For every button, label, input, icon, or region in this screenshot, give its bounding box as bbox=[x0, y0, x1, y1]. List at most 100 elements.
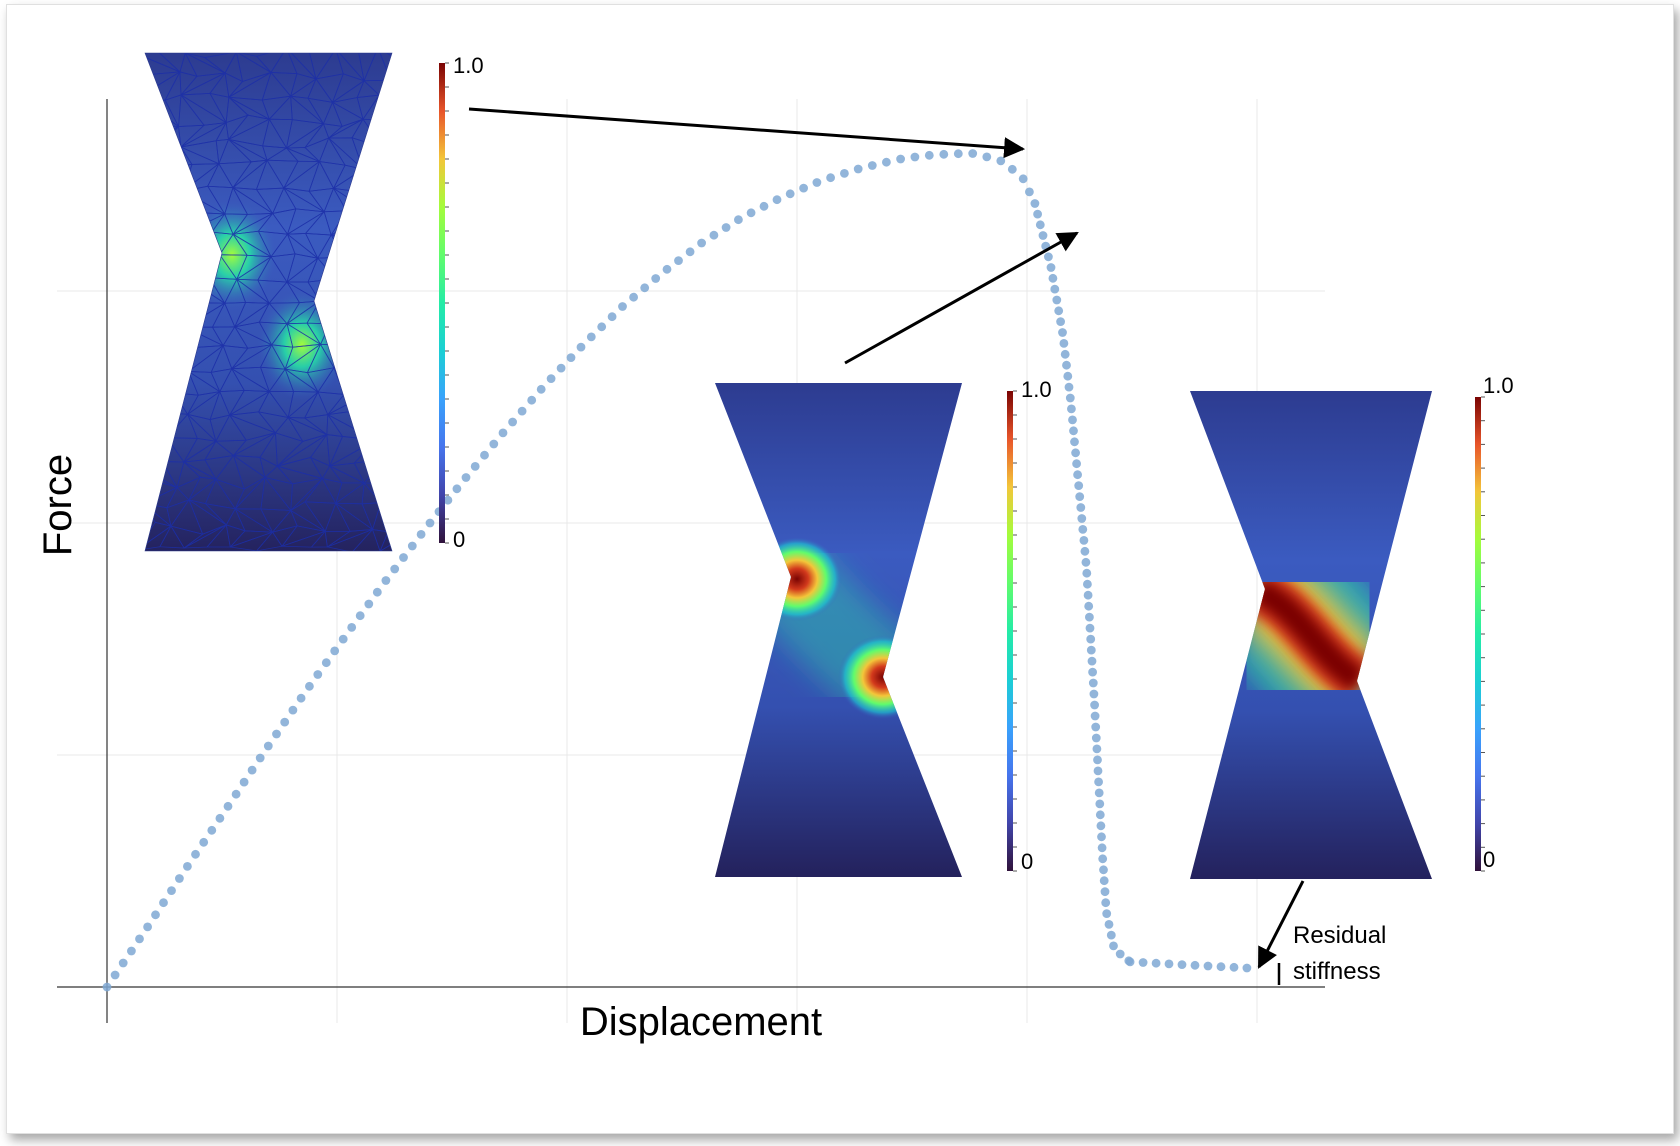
mesh-element bbox=[377, 347, 392, 370]
curve-point bbox=[1088, 667, 1097, 677]
mesh-element bbox=[145, 299, 174, 326]
mesh-element bbox=[185, 231, 221, 256]
mesh-element bbox=[310, 530, 328, 548]
curve-point bbox=[1106, 930, 1116, 940]
colorbar-b: 1.0 0 bbox=[1007, 377, 1052, 874]
mesh-element bbox=[379, 280, 392, 304]
curve-point bbox=[1093, 755, 1102, 765]
mesh-element bbox=[369, 367, 392, 395]
curve-point bbox=[399, 553, 408, 562]
mesh-element bbox=[160, 231, 189, 258]
mesh-element bbox=[329, 323, 368, 347]
curve-point bbox=[118, 958, 128, 968]
mesh-element bbox=[329, 300, 369, 328]
mesh-element bbox=[145, 299, 173, 325]
curve-point bbox=[1229, 962, 1239, 972]
curve-point bbox=[1090, 711, 1100, 721]
mesh-element bbox=[145, 232, 174, 258]
mesh-element bbox=[380, 483, 392, 504]
mesh-element bbox=[172, 326, 197, 348]
curve-point bbox=[1082, 568, 1092, 578]
residual-label-line1: Residual bbox=[1293, 922, 1386, 949]
curve-point bbox=[586, 332, 596, 342]
curve-point bbox=[1058, 328, 1067, 337]
curve-point bbox=[618, 302, 627, 311]
colorbar-a-max: 1.0 bbox=[453, 53, 484, 78]
mesh-element bbox=[381, 119, 392, 149]
colorbar-a-min: 0 bbox=[453, 527, 465, 552]
curve-point bbox=[425, 518, 435, 528]
curve-point bbox=[674, 256, 683, 265]
mesh-element bbox=[356, 324, 386, 347]
mesh-element bbox=[145, 435, 168, 465]
curve-point bbox=[1138, 958, 1148, 967]
curve-point bbox=[151, 910, 160, 920]
curve-point bbox=[1101, 898, 1111, 908]
mesh-element bbox=[382, 187, 392, 214]
mesh-element bbox=[370, 187, 392, 214]
curve-point bbox=[759, 201, 769, 211]
curve-point bbox=[127, 946, 136, 956]
curve-point bbox=[1164, 959, 1174, 969]
curve-point bbox=[296, 693, 306, 703]
curve-point bbox=[840, 169, 849, 178]
curve-point bbox=[1059, 339, 1069, 348]
curve-point bbox=[939, 149, 949, 159]
curve-point bbox=[1090, 700, 1099, 710]
curve-point bbox=[1044, 252, 1053, 262]
curve-point bbox=[1085, 612, 1094, 622]
curve-point bbox=[407, 541, 417, 551]
mesh-element bbox=[378, 252, 392, 283]
curve-point bbox=[685, 247, 695, 257]
curve-point bbox=[996, 156, 1006, 166]
damage-inset-failure bbox=[1190, 391, 1432, 879]
curve-point bbox=[231, 789, 241, 799]
curve-point bbox=[1050, 284, 1060, 294]
curve-point bbox=[255, 753, 265, 763]
mesh-element bbox=[380, 502, 392, 525]
mesh-element bbox=[163, 345, 190, 374]
mesh-element bbox=[383, 455, 392, 487]
mesh-element bbox=[355, 235, 382, 256]
curve-point bbox=[1063, 371, 1073, 381]
mesh-element bbox=[366, 324, 392, 349]
curve-point bbox=[910, 152, 920, 162]
mesh-element bbox=[382, 170, 392, 191]
mesh-element bbox=[382, 147, 392, 172]
curve-point bbox=[1062, 360, 1071, 370]
curve-point bbox=[347, 623, 357, 632]
mesh-element bbox=[356, 300, 386, 328]
mesh-inset-peak bbox=[144, 52, 393, 552]
mesh-element bbox=[380, 212, 392, 237]
curve-point bbox=[1060, 349, 1070, 359]
curve-point bbox=[651, 274, 661, 283]
curve-point bbox=[1093, 766, 1103, 776]
curve-point bbox=[1095, 799, 1105, 809]
mesh-element bbox=[380, 393, 392, 413]
mesh-element bbox=[145, 187, 177, 212]
mesh-element bbox=[145, 391, 175, 413]
curve-point bbox=[390, 564, 400, 574]
curve-point bbox=[746, 208, 756, 218]
colorbar-c-min: 0 bbox=[1483, 847, 1495, 872]
mesh-element bbox=[378, 349, 392, 370]
curve-point bbox=[1125, 957, 1135, 967]
mesh-element bbox=[377, 53, 392, 81]
curve-point bbox=[110, 970, 120, 980]
mesh-element bbox=[145, 390, 175, 414]
arrow-peak bbox=[468, 107, 1026, 159]
mesh-element bbox=[378, 94, 392, 128]
curve-point bbox=[785, 189, 795, 199]
curve-point bbox=[191, 849, 200, 859]
mesh-element bbox=[145, 210, 177, 234]
curve-point bbox=[697, 238, 706, 248]
mesh-element bbox=[186, 254, 220, 279]
mesh-element bbox=[375, 411, 392, 441]
curve-point bbox=[207, 825, 217, 835]
mesh-element bbox=[375, 436, 392, 461]
mesh-element bbox=[383, 436, 392, 460]
curve-point bbox=[517, 406, 527, 416]
mesh-element bbox=[384, 301, 392, 326]
curve-point bbox=[1088, 678, 1098, 688]
colorbar-c: 1.0 0 bbox=[1475, 373, 1514, 872]
